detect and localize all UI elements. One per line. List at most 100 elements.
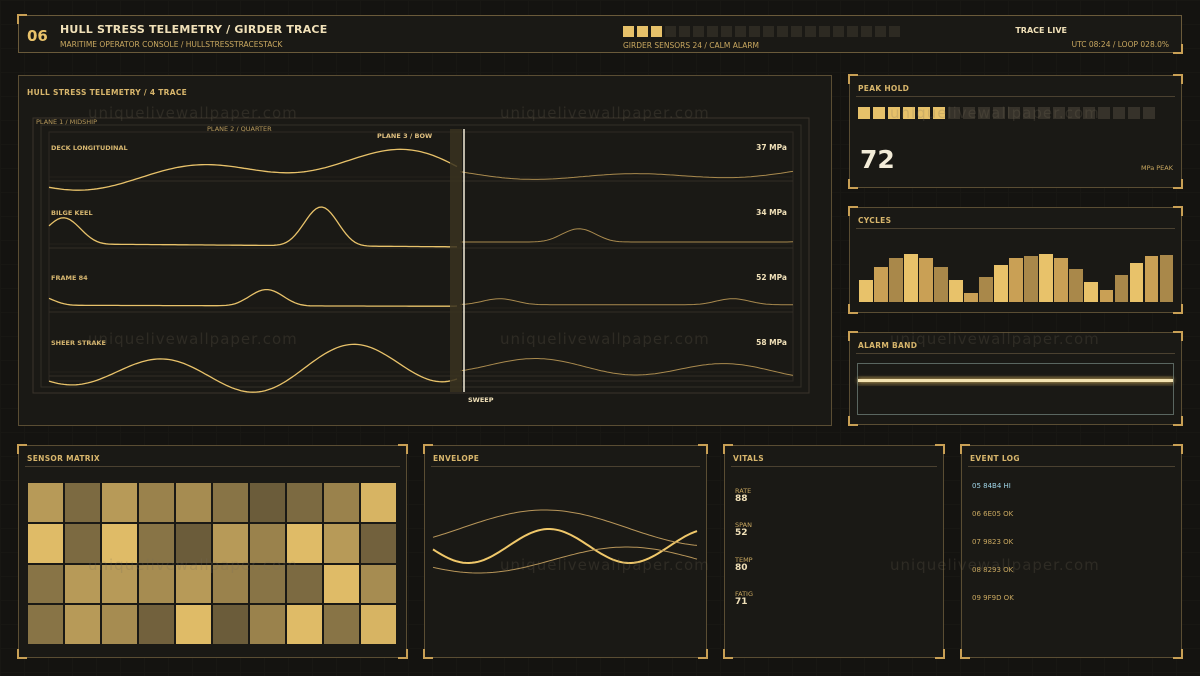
trace-panel-title: HULL STRESS TELEMETRY / 4 TRACE bbox=[27, 88, 188, 97]
corner-mark bbox=[848, 331, 858, 341]
corner-mark bbox=[698, 649, 708, 659]
peak-block bbox=[888, 107, 900, 119]
trace-line-recent bbox=[48, 288, 458, 307]
peak-block bbox=[1038, 107, 1050, 119]
matrix-cell bbox=[324, 564, 359, 604]
cycle-bar bbox=[994, 265, 1008, 302]
trace-line-recent bbox=[48, 343, 458, 393]
event-log-item[interactable]: 06 6E05 OK bbox=[972, 510, 1014, 518]
alarm-band-title: ALARM BAND bbox=[858, 341, 918, 350]
peak-block bbox=[1053, 107, 1065, 119]
progress-block bbox=[763, 26, 774, 37]
envelope-title: ENVELOPE bbox=[433, 454, 480, 463]
cycles-title: CYCLES bbox=[858, 216, 892, 225]
trace-plot bbox=[32, 117, 810, 394]
peak-block bbox=[903, 107, 915, 119]
matrix-cell bbox=[361, 605, 396, 644]
progress-block bbox=[861, 26, 872, 37]
trace-line-old bbox=[460, 228, 794, 243]
corner-mark bbox=[398, 444, 408, 454]
trace-line-old bbox=[459, 298, 793, 306]
corner-mark bbox=[935, 444, 945, 454]
matrix-cell bbox=[213, 523, 248, 563]
vital-label: TEMP bbox=[735, 556, 753, 564]
vital-label: FATIG bbox=[735, 590, 754, 598]
peak-hold-title: PEAK HOLD bbox=[858, 84, 910, 93]
progress-block bbox=[637, 26, 648, 37]
matrix-cell bbox=[324, 483, 359, 522]
event-log-item[interactable]: 08 8293 OK bbox=[972, 566, 1014, 574]
corner-mark bbox=[17, 14, 27, 24]
peak-block bbox=[1083, 107, 1095, 119]
channel-label: FRAME 84 bbox=[51, 274, 88, 282]
cycle-bar bbox=[1024, 256, 1038, 302]
cycle-bar bbox=[889, 257, 903, 302]
peak-block bbox=[963, 107, 975, 119]
corner-mark bbox=[1173, 206, 1183, 216]
peak-block bbox=[858, 107, 870, 119]
peak-block bbox=[1113, 107, 1125, 119]
event-log-item[interactable]: 09 9F9D OK bbox=[972, 594, 1014, 602]
peak-block bbox=[873, 107, 885, 119]
trace-live-indicator[interactable]: TRACE LIVE bbox=[1015, 26, 1067, 35]
corner-mark bbox=[848, 304, 858, 314]
alarm-band-panel: ALARM BAND bbox=[848, 331, 1183, 426]
plane-label-1: PLANE 1 / MIDSHIP bbox=[36, 118, 98, 126]
matrix-cell bbox=[28, 605, 63, 644]
progress-block bbox=[875, 26, 886, 37]
envelope-upper-wave bbox=[432, 509, 698, 546]
channel-label: SHEER STRAKE bbox=[51, 339, 106, 347]
divider bbox=[431, 466, 700, 467]
corner-mark bbox=[848, 179, 858, 189]
matrix-cell bbox=[250, 564, 285, 604]
matrix-cell bbox=[102, 605, 137, 644]
cycle-bar bbox=[934, 266, 948, 302]
progress-block bbox=[889, 26, 900, 37]
corner-mark bbox=[423, 444, 433, 454]
peak-block bbox=[948, 107, 960, 119]
header-progress-blocks bbox=[623, 26, 900, 37]
divider bbox=[25, 466, 400, 467]
divider bbox=[731, 466, 937, 467]
corner-mark bbox=[1173, 331, 1183, 341]
progress-block bbox=[735, 26, 746, 37]
vital-value: 52 bbox=[735, 528, 748, 538]
channel-label: BILGE KEEL bbox=[51, 209, 93, 217]
event-log-item[interactable]: 07 9823 OK bbox=[972, 538, 1014, 546]
matrix-cell bbox=[102, 483, 137, 522]
matrix-cell bbox=[176, 564, 211, 604]
sensor-status: GIRDER SENSORS 24 / CALM ALARM bbox=[623, 41, 760, 50]
peak-block bbox=[1068, 107, 1080, 119]
corner-mark bbox=[1173, 304, 1183, 314]
matrix-cell bbox=[139, 564, 174, 604]
corner-mark bbox=[1173, 649, 1183, 659]
matrix-cell bbox=[102, 523, 137, 563]
progress-block bbox=[679, 26, 690, 37]
channel-value: 37 MPa bbox=[756, 143, 787, 152]
sweep-band bbox=[450, 129, 462, 392]
corner-mark bbox=[1173, 179, 1183, 189]
progress-block bbox=[623, 26, 634, 37]
alarm-band-box bbox=[857, 363, 1174, 415]
corner-mark bbox=[848, 206, 858, 216]
matrix-cell bbox=[176, 483, 211, 522]
trace-panel: HULL STRESS TELEMETRY / 4 TRACE PLANE 1 … bbox=[18, 75, 832, 426]
matrix-cell bbox=[324, 523, 359, 563]
cycle-bar bbox=[904, 254, 918, 302]
peak-block bbox=[1128, 107, 1140, 119]
channel-label: DECK LONGITUDINAL bbox=[51, 144, 128, 152]
cycle-bar bbox=[1054, 257, 1068, 302]
channel-value: 34 MPa bbox=[756, 208, 787, 217]
sweep-label: SWEEP bbox=[468, 396, 494, 404]
plane-frame bbox=[48, 131, 794, 382]
vitals-title: VITALS bbox=[733, 454, 764, 463]
corner-mark bbox=[848, 74, 858, 84]
cycle-bar bbox=[1084, 281, 1098, 302]
progress-block bbox=[665, 26, 676, 37]
matrix-cell bbox=[361, 564, 396, 604]
corner-mark bbox=[723, 649, 733, 659]
sensor-matrix-panel: SENSOR MATRIX bbox=[17, 444, 408, 659]
event-log-item[interactable]: 05 84B4 HI bbox=[972, 482, 1011, 490]
peak-unit: MPa PEAK bbox=[1140, 164, 1173, 172]
progress-block bbox=[819, 26, 830, 37]
